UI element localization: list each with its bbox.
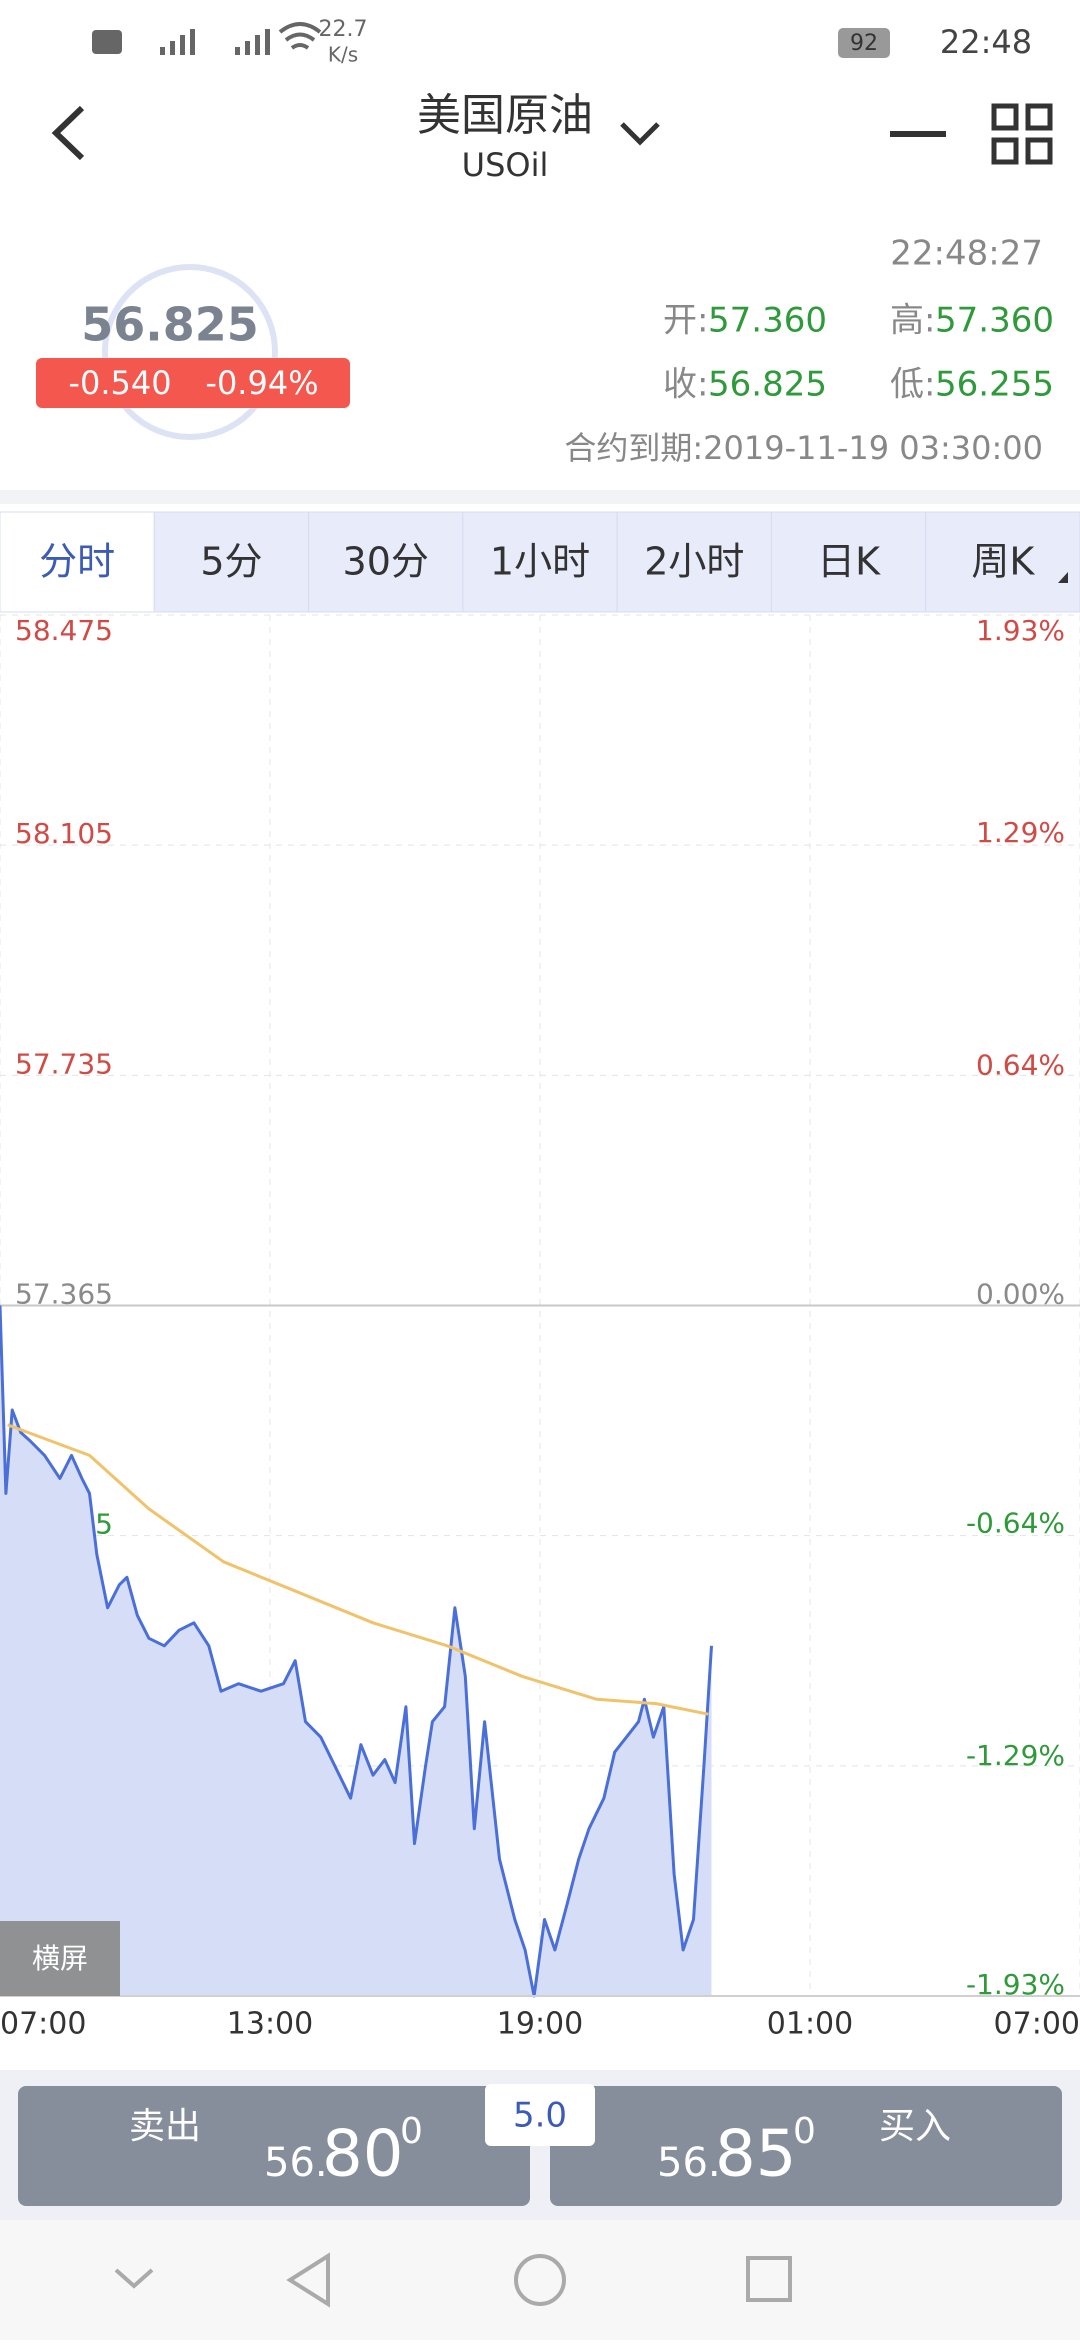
y2-tick-label: 1.93% <box>976 614 1065 647</box>
tab-bar: 分时 5分 30分 1小时 2小时 日K 周K <box>0 511 1080 613</box>
x-tick-label: 07:00 <box>994 2007 1080 2042</box>
tab-label: 2小时 <box>644 540 744 584</box>
buy-button[interactable] <box>550 2086 1062 2206</box>
nav-bar <box>0 2220 1080 2340</box>
y2-tick-label: -1.29% <box>966 1739 1065 1772</box>
sell-price-main: 80 <box>322 2118 403 2192</box>
buy-price-main: 85 <box>715 2118 796 2192</box>
spread: 5.0 <box>513 2096 567 2136</box>
change: -0.540 <box>68 364 171 402</box>
high-label: 高: <box>890 301 935 341</box>
sell-price-sup: 0 <box>400 2111 423 2152</box>
x-tick-label: 01:00 <box>767 2007 853 2042</box>
open: 57.360 <box>708 301 827 341</box>
line <box>0 1305 713 1998</box>
tab-label: 周K <box>971 540 1035 584</box>
last-price: 56.825 <box>81 298 259 352</box>
open-label: 开: <box>663 301 708 341</box>
back-button[interactable] <box>51 105 85 161</box>
sell-label: 卖出 <box>129 2106 201 2147</box>
grid-menu[interactable] <box>991 103 1053 165</box>
low-label: 低: <box>890 365 935 405</box>
buy-price-sup: 0 <box>793 2111 816 2152</box>
tab[interactable] <box>462 511 618 613</box>
tab-label: 5分 <box>200 540 262 584</box>
title: 美国原油 <box>417 90 593 141</box>
dropdown[interactable] <box>620 122 660 146</box>
nav-hide[interactable] <box>114 2268 154 2289</box>
net-speed-unit: K/s <box>328 43 358 67</box>
change-badge <box>36 358 350 408</box>
battery: 92 <box>850 31 878 56</box>
minimize-button[interactable] <box>890 131 946 137</box>
chart: 07:00 13:00 19:00 01:00 07:00 58.475 58.105 57.… <box>0 614 1080 2042</box>
tab-label: 日K <box>817 540 881 584</box>
y-tick-label: 58.105 <box>15 817 113 850</box>
tab[interactable] <box>770 511 927 613</box>
spread-box <box>485 2084 595 2146</box>
change-pct: -0.94% <box>205 364 318 402</box>
y2-tick-label: 0.64% <box>976 1049 1065 1082</box>
net-speed: 22.7 <box>319 17 368 42</box>
close: 56.825 <box>708 365 827 405</box>
high: 57.360 <box>935 301 1054 341</box>
y-tick-label: 57.365 <box>15 1278 113 1311</box>
status-bar: 22.7 K/s 92 22:48 <box>92 17 1032 67</box>
tab[interactable] <box>925 511 1080 613</box>
divider <box>0 490 1080 504</box>
low: 56.255 <box>935 365 1054 405</box>
buy-label: 买入 <box>879 2106 951 2147</box>
landscape-label: 横屏 <box>32 1942 88 1975</box>
y2-tick-label: -0.64% <box>966 1506 1065 1539</box>
tab[interactable] <box>0 511 155 613</box>
x-tick-label: 07:00 <box>0 2007 86 2042</box>
nav-recent[interactable] <box>746 2256 792 2302</box>
clock: 22:48 <box>940 23 1032 61</box>
sell-button[interactable] <box>18 2086 530 2206</box>
price-ring <box>102 264 278 440</box>
quote-time: 22:48:27 <box>890 234 1043 274</box>
tab-menu-arrow <box>1058 572 1068 583</box>
x-tick-label: 13:00 <box>227 2007 313 2042</box>
landscape-button[interactable] <box>0 1921 120 1996</box>
tab[interactable] <box>308 511 464 613</box>
tab-label: 30分 <box>343 540 429 584</box>
area <box>0 1305 712 1996</box>
y-tick-label: 58.475 <box>15 614 113 647</box>
nav-home[interactable] <box>514 2254 566 2306</box>
subtitle: USOil <box>462 146 549 184</box>
x-tick-label: 19:00 <box>497 2007 583 2042</box>
tab[interactable] <box>616 511 772 613</box>
y2-tick-label: 1.29% <box>976 816 1065 849</box>
y2-tick-label: 0.00% <box>976 1278 1065 1311</box>
sell-price-lead: 56. <box>264 2140 328 2186</box>
buy-price-lead: 56. <box>657 2140 721 2186</box>
tab-label: 1小时 <box>490 540 590 584</box>
tab-label: 分时 <box>39 540 115 584</box>
nav-back[interactable] <box>286 2252 330 2308</box>
expiry: 合约到期:2019-11-19 03:30:00 <box>564 429 1043 467</box>
y-tick-label: 57.735 <box>15 1047 113 1080</box>
close-label: 收: <box>663 365 708 405</box>
line <box>7 1423 709 1716</box>
